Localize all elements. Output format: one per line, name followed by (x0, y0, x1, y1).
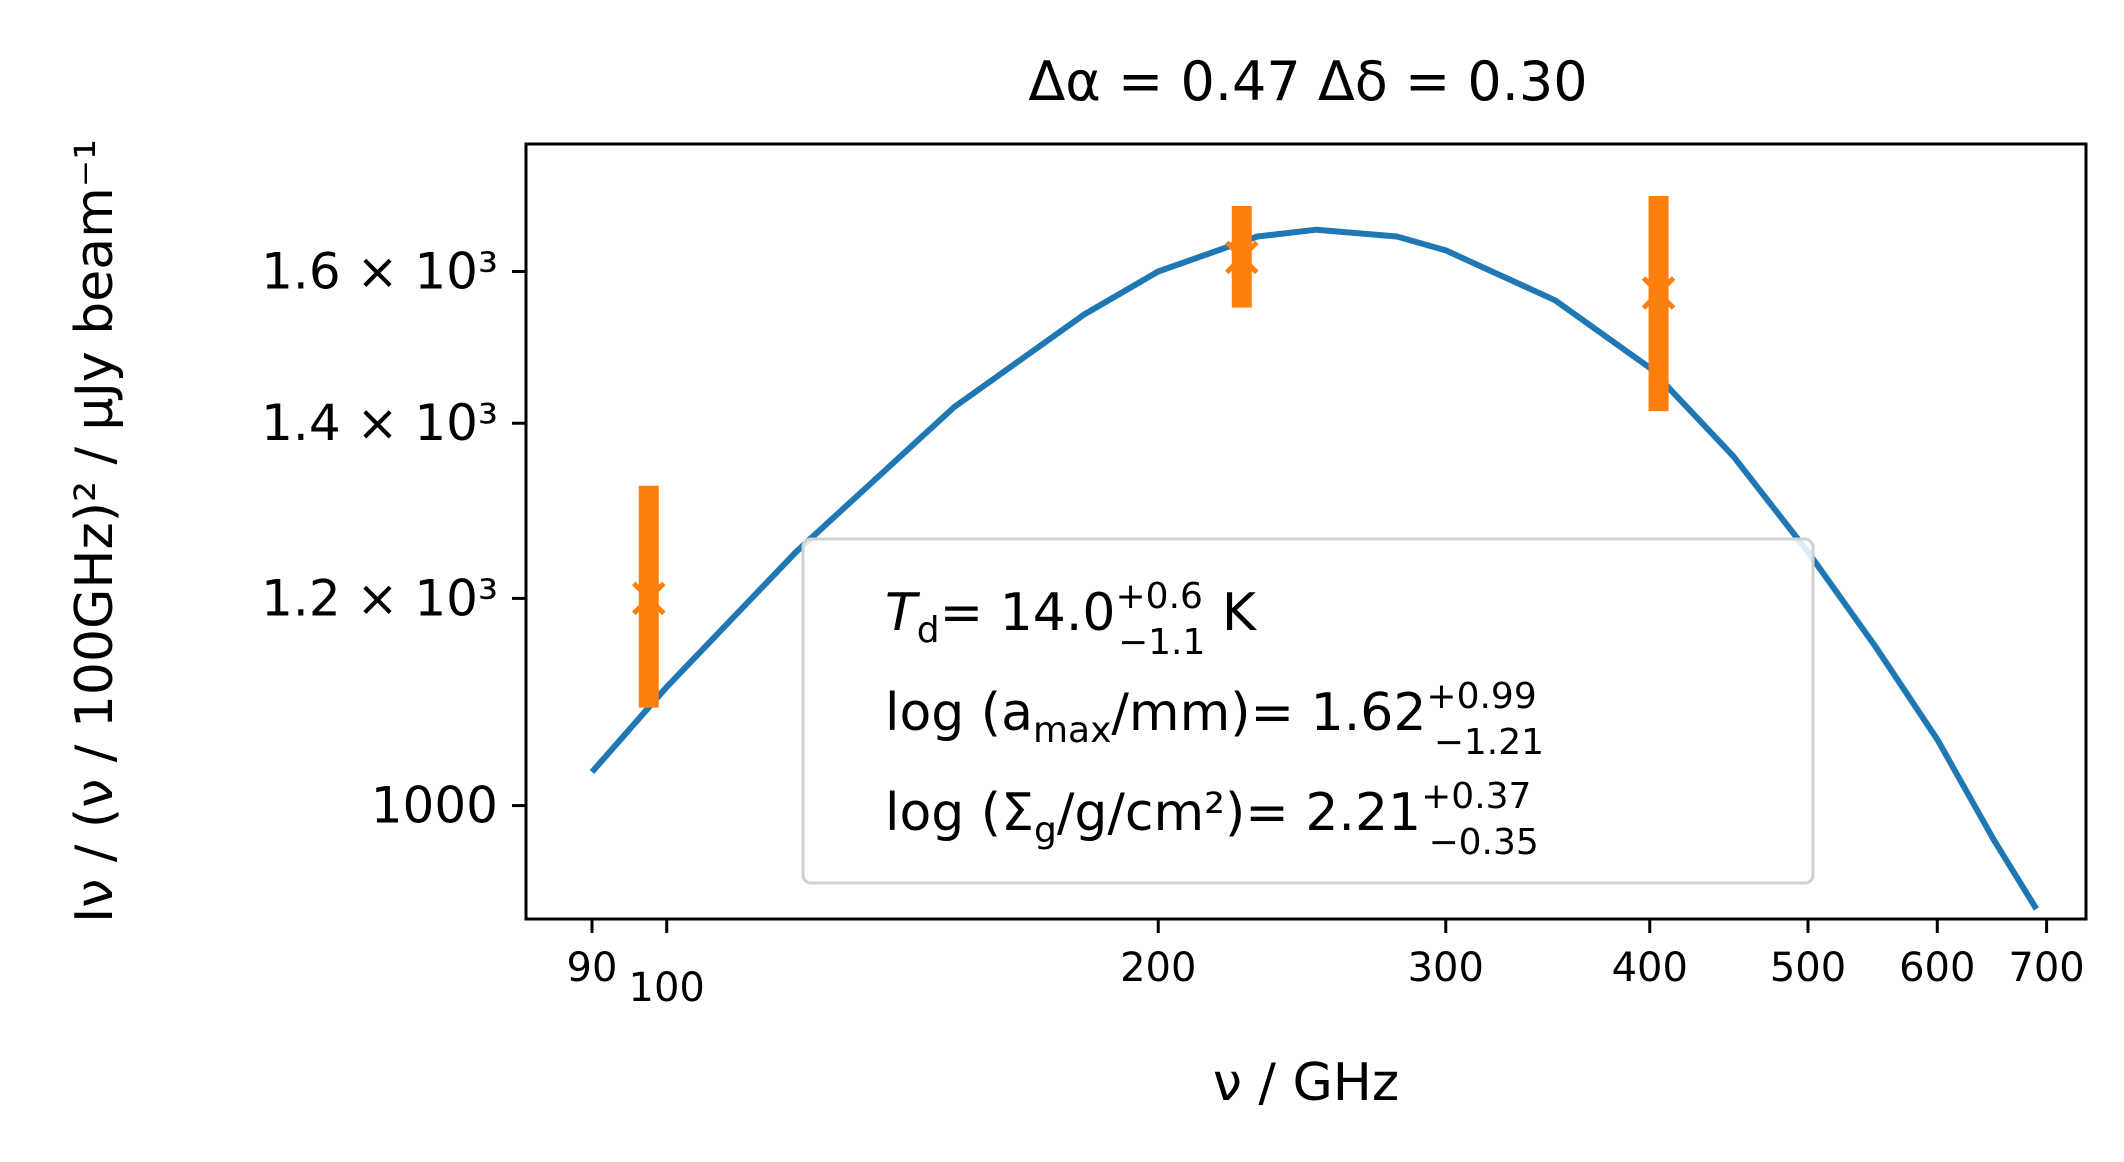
model-curve (589, 226, 2039, 911)
plot-frame (524, 142, 2088, 921)
data-point-0 (632, 581, 666, 616)
data-point-2 (1641, 276, 1676, 310)
x-tick-label-90: 90 (567, 945, 618, 991)
observations-layer (632, 195, 1676, 708)
x-ticks: 90 100 200 300 400 500 600 700 (567, 919, 2085, 1011)
chart-title: Δα = 0.47 Δδ = 0.30 (1028, 50, 1587, 113)
y-tick-label-1000: 1000 (371, 777, 498, 835)
x-tick-label-600: 600 (1899, 945, 1975, 991)
y-axis-label: Iν / (ν / 100GHz)² / μJy beam⁻¹ (65, 139, 125, 923)
x-tick-label-400: 400 (1612, 945, 1688, 991)
y-ticks: 1000 1.2 × 10³ 1.4 × 10³ 1.6 × 10³ (261, 243, 526, 835)
legend: Td= 14.0+0.6 −1.1 K log (amax/mm)= 1.62+0… (801, 537, 1815, 885)
y-tick-label-1200: 1.2 × 10³ (261, 569, 498, 627)
x-tick-label-700: 700 (2008, 945, 2084, 991)
data-point-1 (1224, 240, 1259, 275)
x-tick-label-500: 500 (1770, 945, 1846, 991)
plot-area: Td= 14.0+0.6 −1.1 K log (amax/mm)= 1.62+0… (261, 142, 2088, 1011)
legend-entry-temperature: Td= 14.0+0.6 −1.1 K (885, 576, 1258, 663)
y-tick-label-1400: 1.4 × 10³ (261, 394, 498, 452)
x-tick-label-300: 300 (1408, 945, 1484, 991)
x-tick-label-200: 200 (1120, 945, 1196, 991)
x-axis-label: ν / GHz (1213, 1053, 1399, 1113)
legend-box (801, 537, 1815, 885)
legend-entry-sigma: log (Σg/g/cm²)= 2.21+0.37 −0.35 (885, 776, 1539, 863)
y-tick-label-1600: 1.6 × 10³ (261, 243, 498, 301)
model-curve-layer (589, 226, 2039, 911)
legend-entry-amax: log (amax/mm)= 1.62+0.99 −1.21 (885, 676, 1544, 763)
x-tick-label-100: 100 (629, 965, 705, 1011)
